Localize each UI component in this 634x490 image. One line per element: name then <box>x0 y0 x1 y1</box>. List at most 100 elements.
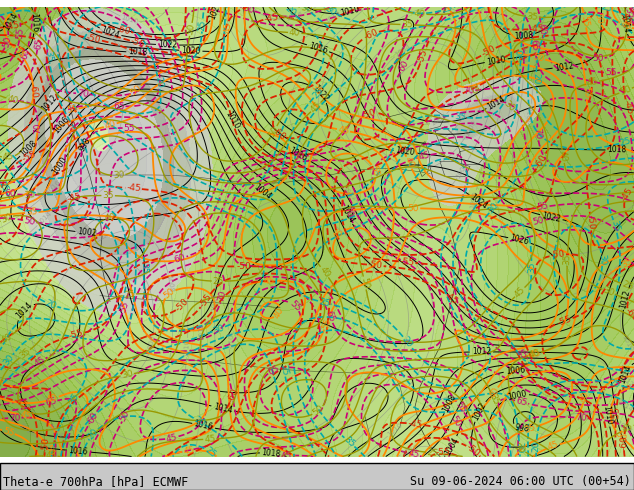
Text: 40: 40 <box>579 390 591 404</box>
Text: 35: 35 <box>67 392 81 406</box>
Text: 50: 50 <box>613 429 628 443</box>
Text: 50: 50 <box>129 83 143 97</box>
Text: 70: 70 <box>462 86 475 96</box>
Text: 25: 25 <box>311 86 325 100</box>
Text: 1014: 1014 <box>36 211 53 227</box>
Text: 50: 50 <box>592 54 604 63</box>
Text: 45: 45 <box>3 152 15 162</box>
Text: 65: 65 <box>33 37 44 50</box>
Text: Su 09-06-2024 06:00 UTC (00+54): Su 09-06-2024 06:00 UTC (00+54) <box>410 474 631 488</box>
Text: 60: 60 <box>173 253 187 265</box>
Text: 1014: 1014 <box>616 397 633 413</box>
Text: 25: 25 <box>427 448 439 458</box>
Text: 65: 65 <box>324 310 337 324</box>
Text: 50: 50 <box>619 84 633 97</box>
Text: 70: 70 <box>341 205 354 219</box>
Text: 1008: 1008 <box>400 444 418 457</box>
Text: 20: 20 <box>283 4 298 18</box>
Text: 40: 40 <box>288 28 301 38</box>
Text: 1016: 1016 <box>193 419 214 432</box>
Text: 70: 70 <box>217 290 228 303</box>
Text: 50: 50 <box>1 35 13 48</box>
Text: 1000: 1000 <box>507 389 527 402</box>
Text: 50: 50 <box>408 203 419 213</box>
Text: 40: 40 <box>488 386 501 400</box>
Text: 25: 25 <box>278 364 290 377</box>
Text: Theta-e 700hPa [hPa] ECMWF: Theta-e 700hPa [hPa] ECMWF <box>3 474 188 488</box>
Text: 40: 40 <box>558 150 569 163</box>
Text: 1012: 1012 <box>472 347 491 356</box>
Text: 60: 60 <box>86 410 100 424</box>
Text: -50: -50 <box>480 44 497 59</box>
Text: 25: 25 <box>203 445 217 459</box>
Text: 50: 50 <box>267 124 280 139</box>
Text: 25: 25 <box>619 136 632 148</box>
Text: 1008: 1008 <box>18 139 39 158</box>
Text: 1016: 1016 <box>225 330 232 348</box>
Text: 30: 30 <box>300 3 313 14</box>
Text: 50: 50 <box>162 286 177 301</box>
Text: 35: 35 <box>102 191 114 200</box>
Text: 25: 25 <box>609 378 621 390</box>
Text: 1014: 1014 <box>338 203 356 224</box>
Text: 35: 35 <box>488 392 500 407</box>
Text: 40: 40 <box>414 9 426 19</box>
Text: 1018: 1018 <box>261 448 281 459</box>
Text: 45: 45 <box>619 20 633 32</box>
Text: 25: 25 <box>198 19 207 31</box>
Text: 1016: 1016 <box>68 446 88 457</box>
Text: 55: 55 <box>453 400 467 415</box>
Text: 50: 50 <box>593 12 605 26</box>
Text: 30: 30 <box>486 200 501 215</box>
Text: 50: 50 <box>293 151 306 162</box>
Text: 35: 35 <box>527 262 536 273</box>
Text: 70: 70 <box>33 122 42 134</box>
Text: -45: -45 <box>264 13 280 24</box>
Text: 1006: 1006 <box>52 114 71 135</box>
Text: 65: 65 <box>113 101 125 111</box>
Text: 35: 35 <box>619 257 634 270</box>
Text: 60: 60 <box>397 59 410 74</box>
Text: 45: 45 <box>547 440 560 452</box>
Text: -55: -55 <box>68 329 85 341</box>
Text: 25: 25 <box>467 82 479 97</box>
Text: 50: 50 <box>449 414 463 428</box>
Text: 50: 50 <box>311 404 325 418</box>
Text: 55: 55 <box>605 68 616 77</box>
Text: 30: 30 <box>0 212 13 224</box>
Text: 45: 45 <box>407 448 420 460</box>
Text: 1006: 1006 <box>505 366 526 376</box>
Text: 45: 45 <box>512 285 527 299</box>
Text: 35: 35 <box>309 82 323 97</box>
Text: 35: 35 <box>401 20 413 29</box>
Text: 35: 35 <box>18 347 32 361</box>
Text: 45: 45 <box>224 21 233 33</box>
Text: -55: -55 <box>198 292 214 309</box>
Text: 20: 20 <box>44 298 58 311</box>
Text: 50: 50 <box>241 3 255 15</box>
Text: 1014: 1014 <box>212 402 233 415</box>
Text: 35: 35 <box>562 253 572 265</box>
Text: 1014: 1014 <box>324 9 341 25</box>
Text: 20: 20 <box>532 73 541 84</box>
Text: 55: 55 <box>579 15 590 27</box>
Text: 45: 45 <box>33 355 48 369</box>
Text: 1016: 1016 <box>307 41 328 55</box>
Text: -60: -60 <box>226 387 240 404</box>
Text: 40: 40 <box>272 306 285 320</box>
Text: 35: 35 <box>26 208 38 218</box>
Text: 50: 50 <box>359 276 370 290</box>
Text: 35: 35 <box>342 435 357 449</box>
Text: 998: 998 <box>514 423 529 434</box>
Text: -45: -45 <box>529 24 544 34</box>
Text: 30: 30 <box>516 48 526 60</box>
Text: 50: 50 <box>23 216 36 227</box>
Text: 1012: 1012 <box>340 185 358 202</box>
Text: 1010: 1010 <box>339 5 360 18</box>
Text: 30: 30 <box>120 369 134 380</box>
Text: 1026: 1026 <box>509 234 530 247</box>
Text: -55: -55 <box>556 314 573 328</box>
Text: -55: -55 <box>416 48 430 64</box>
Text: 1024: 1024 <box>100 25 121 40</box>
Text: 1016: 1016 <box>526 104 534 122</box>
